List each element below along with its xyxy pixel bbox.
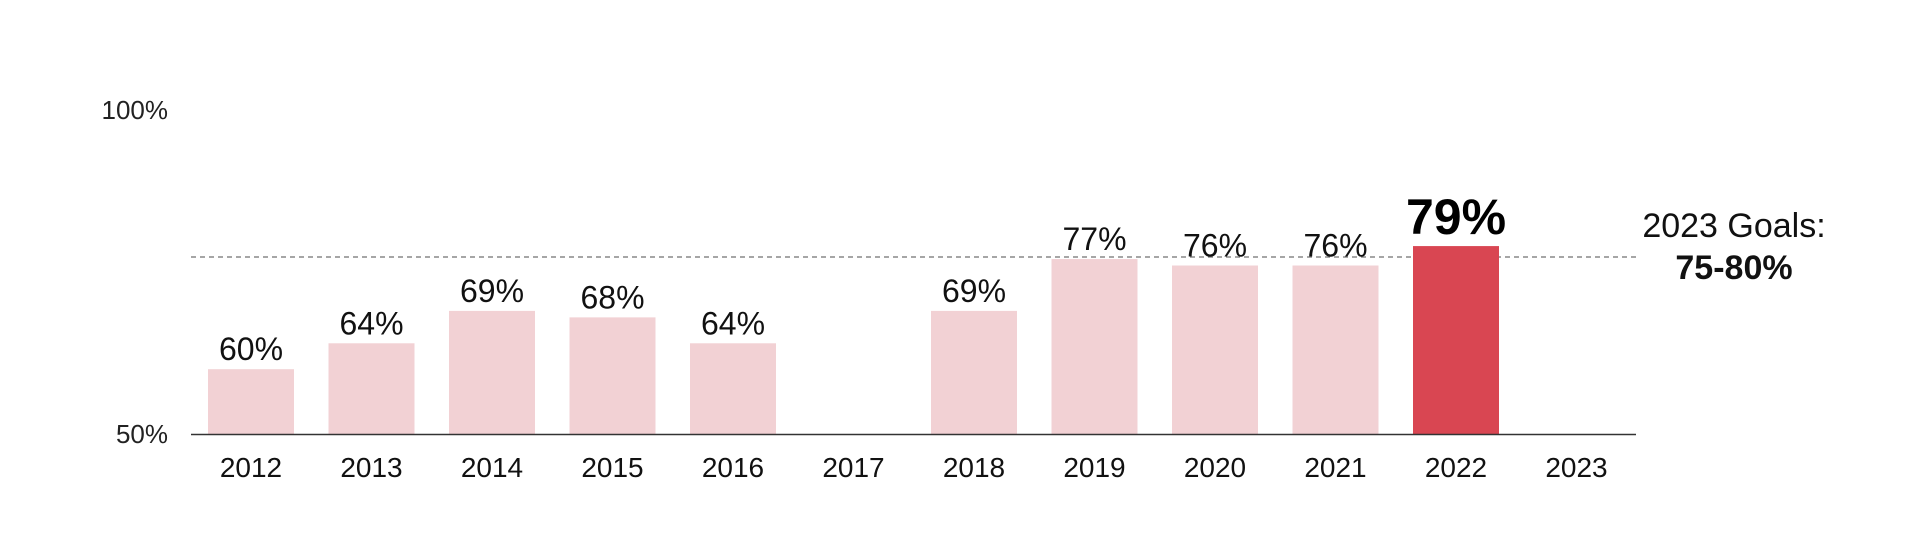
bar-2015	[569, 317, 656, 434]
category-label-2022: 2022	[1425, 452, 1487, 483]
bar-2022	[1413, 246, 1499, 434]
category-label-2013: 2013	[340, 452, 402, 483]
value-label-2021: 76%	[1303, 228, 1367, 264]
goal-value: 75-80%	[1675, 249, 1792, 287]
bars	[208, 246, 1499, 434]
bar-2014	[449, 310, 535, 434]
bar-2013	[328, 343, 415, 434]
bar-2021	[1292, 265, 1379, 434]
category-label-2016: 2016	[702, 452, 764, 483]
value-label-2019: 77%	[1062, 221, 1126, 257]
bar-2018	[931, 310, 1017, 434]
y-tick-label: 50%	[116, 419, 168, 449]
category-label-2023: 2023	[1545, 452, 1607, 483]
value-labels: 60% 64% 69% 68% 64% 69% 77% 76% 76% 79%	[219, 189, 1506, 367]
bar-2012	[208, 369, 294, 434]
value-label-2018: 69%	[942, 273, 1006, 309]
category-label-2021: 2021	[1304, 452, 1366, 483]
y-axis: 50% 100%	[102, 95, 169, 449]
bar-2020	[1172, 265, 1258, 434]
value-label-2022: 79%	[1406, 189, 1506, 245]
value-label-2015: 68%	[580, 279, 644, 315]
bar-2019	[1051, 259, 1138, 434]
value-label-2020: 76%	[1183, 228, 1247, 264]
value-label-2014: 69%	[460, 273, 524, 309]
x-axis: 2012 2013 2014 2015 2016 2017 2018 2019 2020 2021…	[220, 452, 1608, 483]
value-label-2016: 64%	[701, 305, 765, 341]
category-label-2018: 2018	[943, 452, 1005, 483]
goal-annotation: 2023 Goals: 75-80%	[191, 207, 1826, 287]
goal-label: 2023 Goals:	[1642, 207, 1825, 245]
category-label-2014: 2014	[461, 452, 523, 483]
category-label-2017: 2017	[822, 452, 884, 483]
category-label-2019: 2019	[1063, 452, 1125, 483]
category-label-2020: 2020	[1184, 452, 1246, 483]
y-tick-label: 100%	[102, 95, 169, 125]
category-label-2015: 2015	[581, 452, 643, 483]
category-label-2012: 2012	[220, 452, 282, 483]
value-label-2013: 64%	[339, 305, 403, 341]
bar-2016	[690, 343, 776, 434]
value-label-2012: 60%	[219, 331, 283, 367]
